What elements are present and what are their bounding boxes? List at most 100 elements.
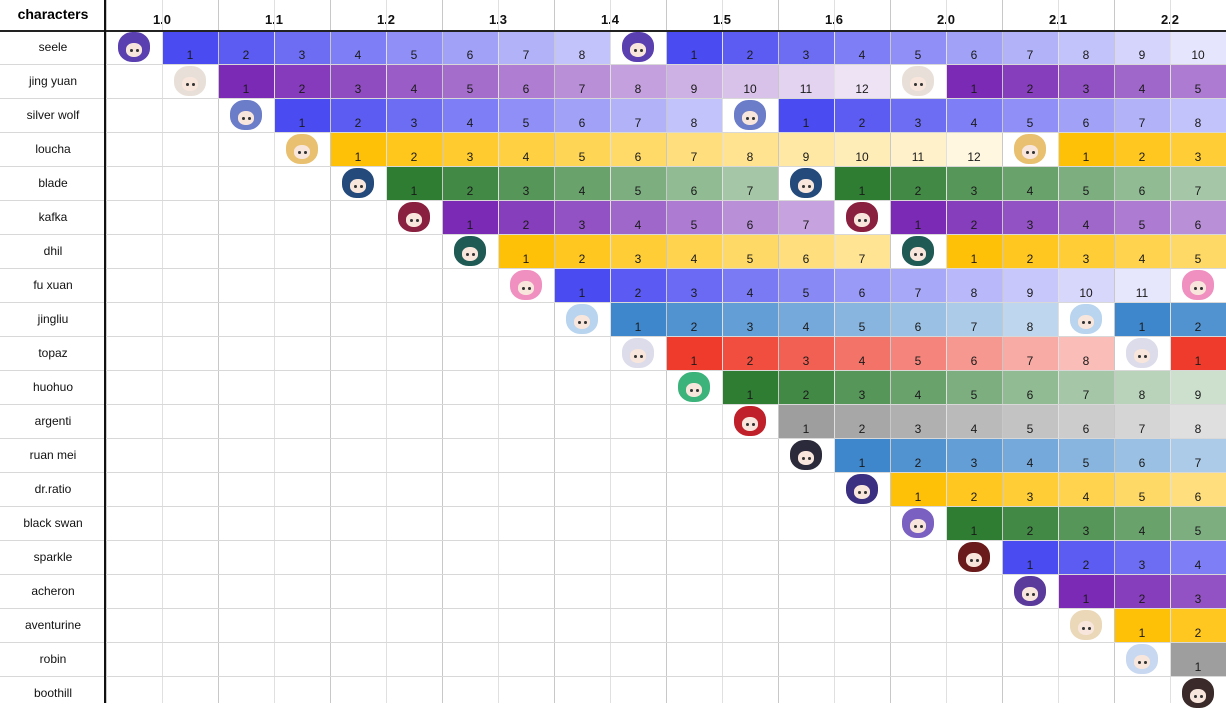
counter-cell[interactable]: 3 [610,234,666,268]
counter-cell[interactable]: 1 [778,404,834,438]
counter-cell[interactable]: 2 [274,64,330,98]
counter-cell[interactable]: 4 [1114,506,1170,540]
counter-cell[interactable]: 1 [890,200,946,234]
character-avatar-icon[interactable] [1182,678,1214,708]
counter-cell[interactable]: 3 [386,98,442,132]
counter-cell[interactable]: 7 [1002,336,1058,370]
character-avatar-icon[interactable] [230,100,262,130]
counter-cell[interactable]: 3 [666,268,722,302]
counter-cell[interactable]: 6 [498,64,554,98]
counter-cell[interactable]: 3 [1170,132,1226,166]
counter-cell[interactable]: 1 [1058,574,1114,608]
counter-cell[interactable]: 1 [274,98,330,132]
counter-cell[interactable]: 5 [442,64,498,98]
counter-cell[interactable]: 5 [834,302,890,336]
counter-cell[interactable]: 6 [778,234,834,268]
counter-cell[interactable]: 9 [778,132,834,166]
character-name[interactable]: kafka [0,200,106,234]
counter-cell[interactable]: 1 [722,370,778,404]
counter-cell[interactable]: 6 [1058,404,1114,438]
counter-cell[interactable]: 2 [1170,302,1226,336]
counter-cell[interactable]: 1 [890,472,946,506]
character-name[interactable]: fu xuan [0,268,106,302]
counter-cell[interactable]: 5 [778,268,834,302]
counter-cell[interactable]: 6 [834,268,890,302]
counter-cell[interactable]: 1 [1114,302,1170,336]
counter-cell[interactable]: 6 [1002,370,1058,404]
counter-cell[interactable]: 3 [1114,540,1170,574]
character-avatar-icon[interactable] [1182,270,1214,300]
counter-cell[interactable]: 2 [1002,234,1058,268]
character-avatar-icon[interactable] [622,338,654,368]
character-avatar-icon[interactable] [454,236,486,266]
counter-cell[interactable]: 8 [1170,98,1226,132]
counter-cell[interactable]: 3 [1002,472,1058,506]
counter-cell[interactable]: 3 [442,132,498,166]
counter-cell[interactable]: 3 [778,336,834,370]
counter-cell[interactable]: 2 [890,166,946,200]
character-name[interactable]: black swan [0,506,106,540]
character-avatar-icon[interactable] [902,66,934,96]
character-name[interactable]: huohuo [0,370,106,404]
counter-cell[interactable]: 3 [274,30,330,64]
counter-cell[interactable]: 1 [442,200,498,234]
counter-cell[interactable]: 3 [1002,200,1058,234]
character-avatar-icon[interactable] [510,270,542,300]
counter-cell[interactable]: 4 [666,234,722,268]
character-name[interactable]: jing yuan [0,64,106,98]
counter-cell[interactable]: 5 [1170,234,1226,268]
character-avatar-icon[interactable] [734,100,766,130]
counter-cell[interactable]: 2 [666,302,722,336]
corner-header[interactable]: characters [0,0,106,30]
counter-cell[interactable]: 5 [610,166,666,200]
counter-cell[interactable]: 11 [1114,268,1170,302]
counter-cell[interactable]: 7 [722,166,778,200]
counter-cell[interactable]: 3 [890,404,946,438]
character-name[interactable]: seele [0,30,106,64]
counter-cell[interactable]: 3 [1058,64,1114,98]
counter-cell[interactable]: 7 [1058,370,1114,404]
counter-cell[interactable]: 2 [1170,608,1226,642]
counter-cell[interactable]: 5 [946,370,1002,404]
counter-cell[interactable]: 4 [1002,438,1058,472]
counter-cell[interactable]: 2 [1002,506,1058,540]
counter-cell[interactable]: 2 [554,234,610,268]
counter-cell[interactable]: 1 [1170,336,1226,370]
counter-cell[interactable]: 8 [610,64,666,98]
character-avatar-icon[interactable] [1014,576,1046,606]
counter-cell[interactable]: 5 [722,234,778,268]
counter-cell[interactable]: 3 [1058,234,1114,268]
counter-cell[interactable]: 8 [1002,302,1058,336]
character-avatar-icon[interactable] [1014,134,1046,164]
counter-cell[interactable]: 6 [1170,472,1226,506]
character-name[interactable]: boothill [0,676,106,710]
counter-cell[interactable]: 10 [722,64,778,98]
counter-cell[interactable]: 10 [1170,30,1226,64]
counter-cell[interactable]: 5 [1114,472,1170,506]
counter-cell[interactable]: 6 [946,30,1002,64]
counter-cell[interactable]: 5 [1058,438,1114,472]
counter-cell[interactable]: 5 [1002,404,1058,438]
character-avatar-icon[interactable] [678,372,710,402]
counter-cell[interactable]: 10 [1058,268,1114,302]
counter-cell[interactable]: 6 [1170,200,1226,234]
counter-cell[interactable]: 7 [1002,30,1058,64]
counter-cell[interactable]: 5 [1058,166,1114,200]
counter-cell[interactable]: 4 [442,98,498,132]
counter-cell[interactable]: 4 [946,404,1002,438]
counter-cell[interactable]: 4 [498,132,554,166]
counter-cell[interactable]: 1 [666,336,722,370]
character-name[interactable]: dhil [0,234,106,268]
counter-cell[interactable]: 3 [834,370,890,404]
counter-cell[interactable]: 8 [1170,404,1226,438]
counter-cell[interactable]: 4 [834,336,890,370]
counter-cell[interactable]: 3 [946,166,1002,200]
counter-cell[interactable]: 1 [946,64,1002,98]
character-avatar-icon[interactable] [902,508,934,538]
character-avatar-icon[interactable] [1126,338,1158,368]
counter-cell[interactable]: 4 [330,30,386,64]
counter-cell[interactable]: 3 [554,200,610,234]
counter-cell[interactable]: 2 [778,370,834,404]
counter-cell[interactable]: 1 [1002,540,1058,574]
counter-cell[interactable]: 2 [946,200,1002,234]
